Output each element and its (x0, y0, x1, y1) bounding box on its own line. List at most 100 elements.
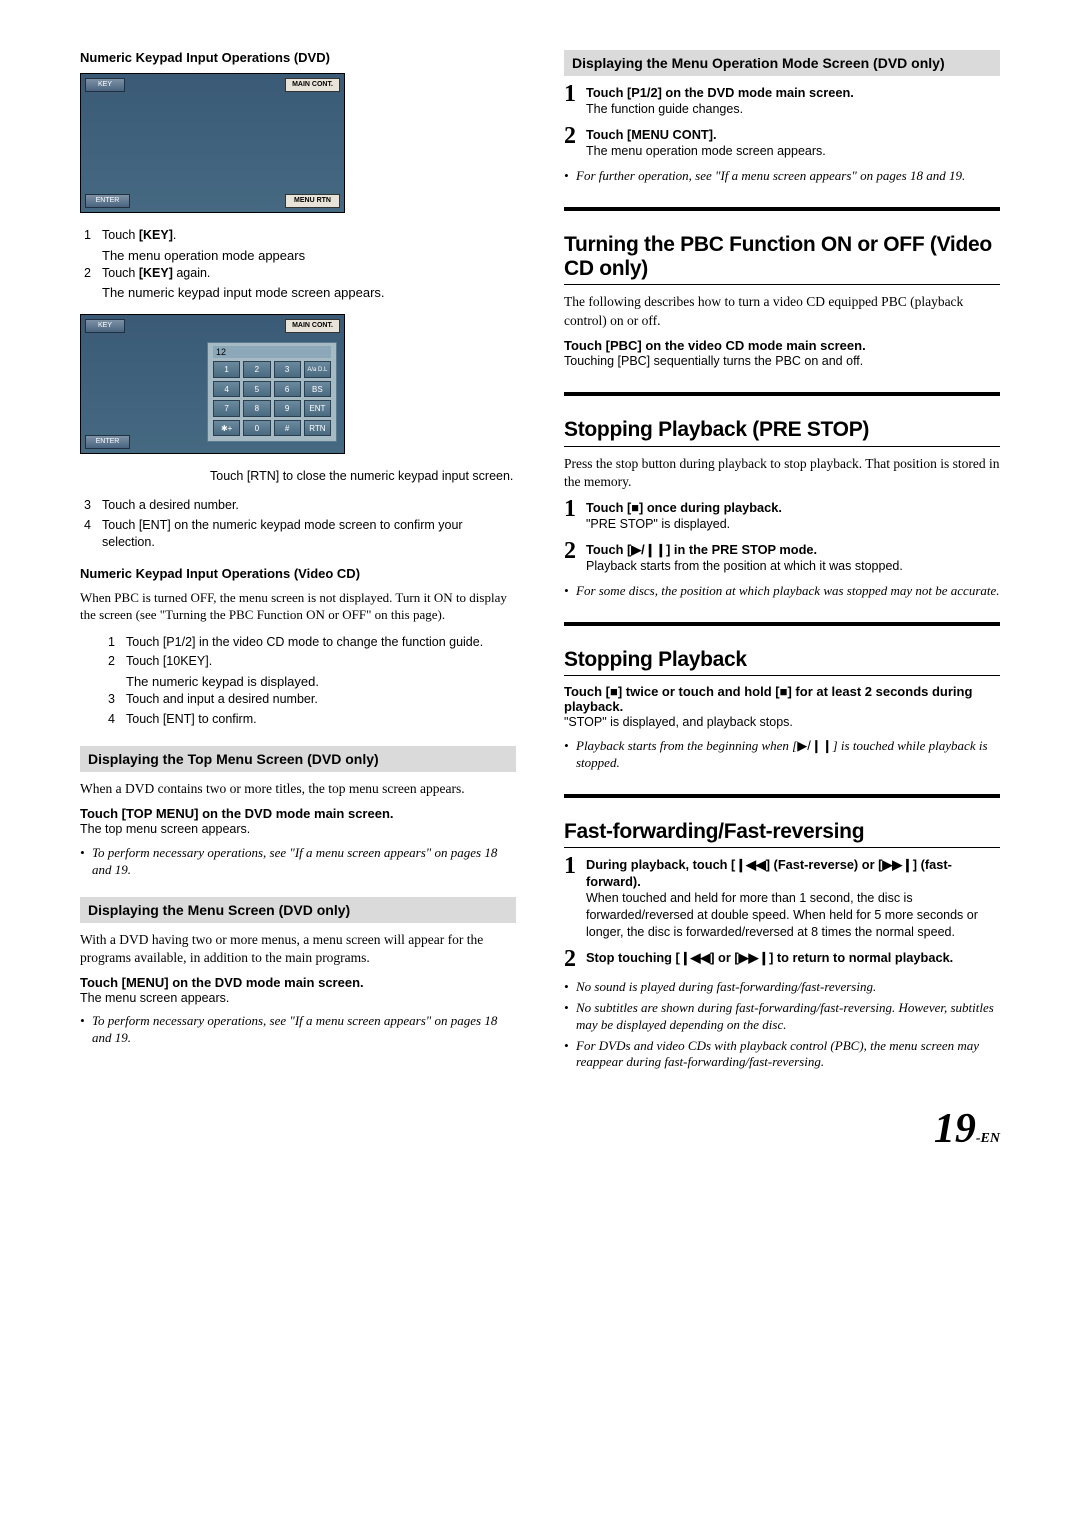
step-number: 2 (564, 539, 576, 563)
keypad-key: BS (304, 381, 331, 398)
vcd-step-3: 3 Touch and input a desired number. (108, 691, 516, 709)
vcd-step-1: 1 Touch [P1/2] in the video CD mode to c… (108, 634, 516, 652)
maincont-button: MAIN CONT. (285, 78, 340, 92)
keypad-key: 1 (213, 361, 240, 378)
topmenu-para: When a DVD contains two or more titles, … (80, 780, 516, 798)
step-follow: The menu operation mode screen appears. (586, 143, 1000, 160)
keypad-key: ✱+ (213, 420, 240, 437)
step-body: Stop touching [❙◀◀] or [▶▶❙] to return t… (586, 949, 1000, 966)
step-number: 2 (108, 653, 120, 671)
numeric-keypad: 12 1 2 3 A/a D.L 4 5 6 BS 7 8 9 ENT ✱+ 0 (207, 342, 337, 442)
menu-heading-bar: Displaying the Menu Screen (DVD only) (80, 897, 516, 923)
page-columns: Numeric Keypad Input Operations (DVD) KE… (80, 50, 1000, 1075)
page-number: 19-EN (80, 1105, 1000, 1153)
keypad-key: A/a D.L (304, 361, 331, 378)
step-title: Touch [■] once during playback. (586, 499, 1000, 516)
screenshot-keypad-mode: KEY MAIN CONT. ENTER 12 1 2 3 A/a D.L 4 … (80, 314, 345, 454)
topmenu-heading-bar: Displaying the Top Menu Screen (DVD only… (80, 746, 516, 772)
step-2-sub: The numeric keypad input mode screen app… (102, 284, 516, 302)
section-rule-thin (564, 847, 1000, 848)
topmenu-instruction: Touch [TOP MENU] on the DVD mode main sc… (80, 806, 516, 821)
step-number: 4 (108, 711, 120, 729)
topmenu-bullet: To perform necessary operations, see "If… (80, 845, 516, 879)
menuop-step-2: 2 Touch [MENU CONT]. The menu operation … (564, 126, 1000, 160)
pbc-follow: Touching [PBC] sequentially turns the PB… (564, 353, 1000, 371)
steps-list-1: 1 Touch [KEY]. The menu operation mode a… (84, 227, 516, 302)
keypad-key: 3 (274, 361, 301, 378)
fast-forward-icon: ▶▶❙ (739, 950, 769, 965)
step-text: Touch [KEY]. (102, 227, 176, 245)
step-title: Touch [▶/❙❙] in the PRE STOP mode. (586, 541, 1000, 558)
prestop-para: Press the stop button during playback to… (564, 455, 1000, 491)
step-text: Touch [10KEY]. (126, 653, 212, 671)
page-suffix: -EN (976, 1131, 1000, 1146)
keypad-key: 0 (243, 420, 270, 437)
step-text: Touch [KEY] again. (102, 265, 210, 283)
step-number: 4 (84, 517, 96, 552)
stop-instruction: Touch [■] twice or touch and hold [■] fo… (564, 684, 1000, 714)
step-text: Touch and input a desired number. (126, 691, 318, 709)
step-number: 1 (564, 82, 576, 106)
vcd-intro: When PBC is turned OFF, the menu screen … (80, 589, 516, 624)
keypad-key: 7 (213, 400, 240, 417)
step-number: 1 (564, 854, 576, 878)
step-title: Touch [P1/2] on the DVD mode main screen… (586, 84, 1000, 101)
keypad-dvd-heading: Numeric Keypad Input Operations (DVD) (80, 50, 516, 65)
keypad-key: # (274, 420, 301, 437)
menu-bullet: To perform necessary operations, see "If… (80, 1013, 516, 1047)
keypad-display: 12 (213, 346, 331, 358)
section-rule (564, 207, 1000, 211)
section-rule (564, 392, 1000, 396)
enter-button: ENTER (85, 435, 130, 449)
step-follow: Playback starts from the position at whi… (586, 558, 1000, 575)
step-title: Touch [MENU CONT]. (586, 126, 1000, 143)
menu-para: With a DVD having two or more menus, a m… (80, 931, 516, 967)
fast-reverse-icon: ❙◀◀ (680, 950, 710, 965)
screenshot-bg (80, 73, 345, 213)
step-number: 3 (84, 497, 96, 515)
left-column: Numeric Keypad Input Operations (DVD) KE… (80, 50, 516, 1075)
ff-section-title: Fast-forwarding/Fast-reversing (564, 820, 1000, 844)
stop-icon: ■ (610, 684, 618, 699)
step-title: During playback, touch [❙◀◀] (Fast-rever… (586, 856, 1000, 891)
fast-reverse-icon: ❙◀◀ (735, 857, 765, 872)
ff-step-2: 2 Stop touching [❙◀◀] or [▶▶❙] to return… (564, 949, 1000, 971)
ff-bullet-1: No sound is played during fast-forwardin… (564, 979, 1000, 996)
step-number: 2 (84, 265, 96, 283)
step-text: Touch [ENT] on the numeric keypad mode s… (102, 517, 516, 552)
step-3: 3 Touch a desired number. (84, 497, 516, 515)
pbc-instruction: Touch [PBC] on the video CD mode main sc… (564, 338, 1000, 353)
step-body: Touch [■] once during playback. "PRE STO… (586, 499, 1000, 533)
topmenu-follow: The top menu screen appears. (80, 821, 516, 839)
keypad-key: RTN (304, 420, 331, 437)
menurtn-button: MENU RTN (285, 194, 340, 208)
keypad-key: 4 (213, 381, 240, 398)
vcd-step-2: 2 Touch [10KEY]. (108, 653, 516, 671)
section-rule-thin (564, 675, 1000, 676)
keypad-key: 9 (274, 400, 301, 417)
step-text: Touch a desired number. (102, 497, 239, 515)
step-body: During playback, touch [❙◀◀] (Fast-rever… (586, 856, 1000, 941)
keypad-caption: Touch [RTN] to close the numeric keypad … (210, 468, 516, 485)
step-1-sub: The menu operation mode appears (102, 247, 516, 265)
menuop-heading-bar: Displaying the Menu Operation Mode Scree… (564, 50, 1000, 76)
fast-forward-icon: ▶▶❙ (882, 857, 912, 872)
menuop-bullet: For further operation, see "If a menu sc… (564, 168, 1000, 185)
stop-bullet: Playback starts from the beginning when … (564, 738, 1000, 772)
step-number: 3 (108, 691, 120, 709)
vcd-step-4: 4 Touch [ENT] to confirm. (108, 711, 516, 729)
step-body: Touch [▶/❙❙] in the PRE STOP mode. Playb… (586, 541, 1000, 575)
vcd-steps-list: 1 Touch [P1/2] in the video CD mode to c… (108, 634, 516, 728)
step-1: 1 Touch [KEY]. (84, 227, 516, 245)
pbc-section-title: Turning the PBC Function ON or OFF (Vide… (564, 233, 1000, 281)
right-column: Displaying the Menu Operation Mode Scree… (564, 50, 1000, 1075)
keypad-key: 2 (243, 361, 270, 378)
step-follow: When touched and held for more than 1 se… (586, 890, 1000, 941)
step-body: Touch [MENU CONT]. The menu operation mo… (586, 126, 1000, 160)
step-4: 4 Touch [ENT] on the numeric keypad mode… (84, 517, 516, 552)
screenshot-menu-mode: KEY MAIN CONT. ENTER MENU RTN (80, 73, 345, 213)
section-rule-thin (564, 284, 1000, 285)
step-2: 2 Touch [KEY] again. (84, 265, 516, 283)
key-button: KEY (85, 319, 125, 333)
play-pause-icon: ▶/❙❙ (797, 738, 832, 753)
